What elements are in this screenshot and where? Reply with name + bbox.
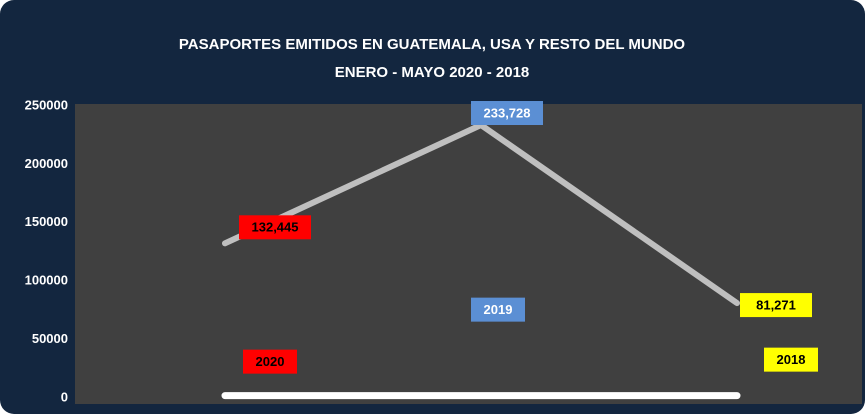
data-label-box [471,101,543,126]
data-label: 233,728 [484,105,531,120]
data-label-box [740,293,812,318]
data-label-box [764,347,818,372]
plot-area [75,104,862,404]
data-label: 81,271 [756,298,796,313]
y-tick-label: 200000 [25,156,68,171]
data-label: 2018 [777,352,806,367]
data-label: 2020 [256,354,285,369]
data-label-box [243,349,297,374]
y-tick-label: 50000 [32,331,68,346]
chart-subtitle: ENERO - MAYO 2020 - 2018 [335,64,530,81]
y-tick-label: 250000 [25,97,68,112]
data-label: 2019 [484,302,513,317]
data-label-box [471,297,525,322]
y-tick-label: 0 [61,389,68,404]
chart-title: PASAPORTES EMITIDOS EN GUATEMALA, USA Y … [179,36,685,53]
data-label: 132,445 [252,220,299,235]
data-label-box [239,215,311,240]
y-tick-label: 100000 [25,273,68,288]
y-tick-label: 150000 [25,214,68,229]
